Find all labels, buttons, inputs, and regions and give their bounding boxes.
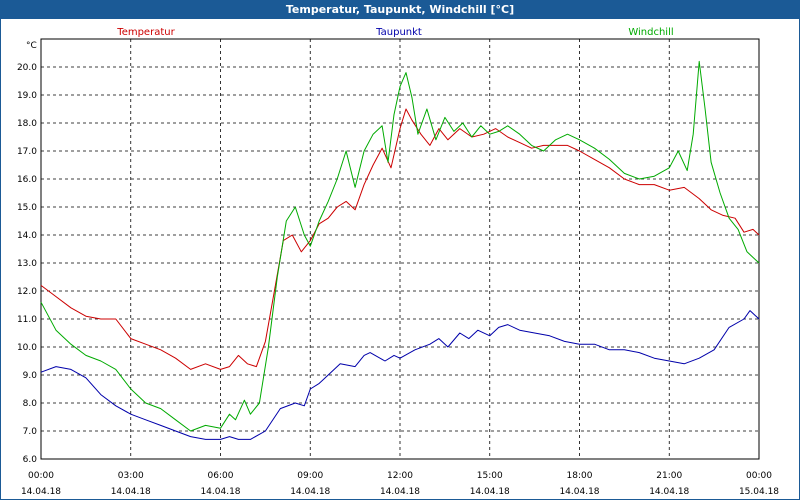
y-tick-label: 8.0 — [23, 399, 38, 409]
y-tick-label: 6.0 — [23, 455, 38, 465]
x-tick-time: 09:00 — [297, 471, 323, 481]
legend: Temperatur Taupunkt Windchill — [116, 27, 673, 38]
y-tick-label: 10.0 — [17, 343, 37, 353]
x-tick-date: 15.04.18 — [739, 487, 779, 497]
y-tick-label: 15.0 — [17, 203, 37, 213]
x-tick-time: 06:00 — [208, 471, 234, 481]
x-tick-time: 12:00 — [387, 471, 413, 481]
x-tick-date: 14.04.18 — [200, 487, 240, 497]
y-tick-label: 13.0 — [17, 259, 37, 269]
series-line-taupunkt — [40, 310, 760, 440]
y-tick-label: 12.0 — [17, 287, 37, 297]
x-tick-time: 15:00 — [477, 471, 503, 481]
y-tick-label: 18.0 — [17, 119, 37, 129]
x-tick-date: 14.04.18 — [470, 487, 510, 497]
y-tick-label: 17.0 — [17, 147, 37, 157]
y-tick-label: 19.0 — [17, 91, 37, 101]
x-tick-time: 18:00 — [567, 471, 593, 481]
series-line-temperatur — [40, 108, 760, 370]
x-tick-date: 14.04.18 — [111, 487, 151, 497]
y-tick-label: 14.0 — [17, 231, 37, 241]
legend-entry-windchill: Windchill — [628, 27, 673, 38]
x-tick-labels: 00:00 14.04.18 03:00 14.04.18 06:00 14.04.18 0… — [21, 471, 779, 497]
chart-title: Temperatur, Taupunkt, Windchill [°C] — [1, 1, 799, 19]
x-tick-time: 00:00 — [746, 471, 772, 481]
x-tick-date: 14.04.18 — [559, 487, 599, 497]
x-tick-time: 00:00 — [28, 471, 54, 481]
y-tick-label: 16.0 — [17, 175, 37, 185]
series-lines — [40, 60, 760, 440]
x-tick-time: 03:00 — [118, 471, 144, 481]
x-tick-date: 14.04.18 — [290, 487, 330, 497]
gridlines — [41, 39, 759, 460]
legend-entry-temperatur: Temperatur — [116, 27, 175, 38]
y-axis-label: °C — [26, 41, 37, 51]
series-line-windchill — [40, 60, 760, 432]
y-tick-label: 20.0 — [17, 63, 37, 73]
y-tick-label: 11.0 — [17, 315, 37, 325]
x-tick-date: 14.04.18 — [649, 487, 689, 497]
y-tick-labels: 6.0 7.0 8.0 9.0 10.0 11.0 12.0 13.0 14.0 15.0 16.0… — [17, 63, 37, 465]
x-tick-time: 21:00 — [656, 471, 682, 481]
x-tick-date: 14.04.18 — [21, 487, 61, 497]
legend-entry-taupunkt: Taupunkt — [375, 27, 422, 38]
x-tick-date: 14.04.18 — [380, 487, 420, 497]
axis-lines — [40, 39, 759, 460]
y-tick-label: 9.0 — [23, 371, 38, 381]
y-tick-label: 7.0 — [23, 427, 38, 437]
